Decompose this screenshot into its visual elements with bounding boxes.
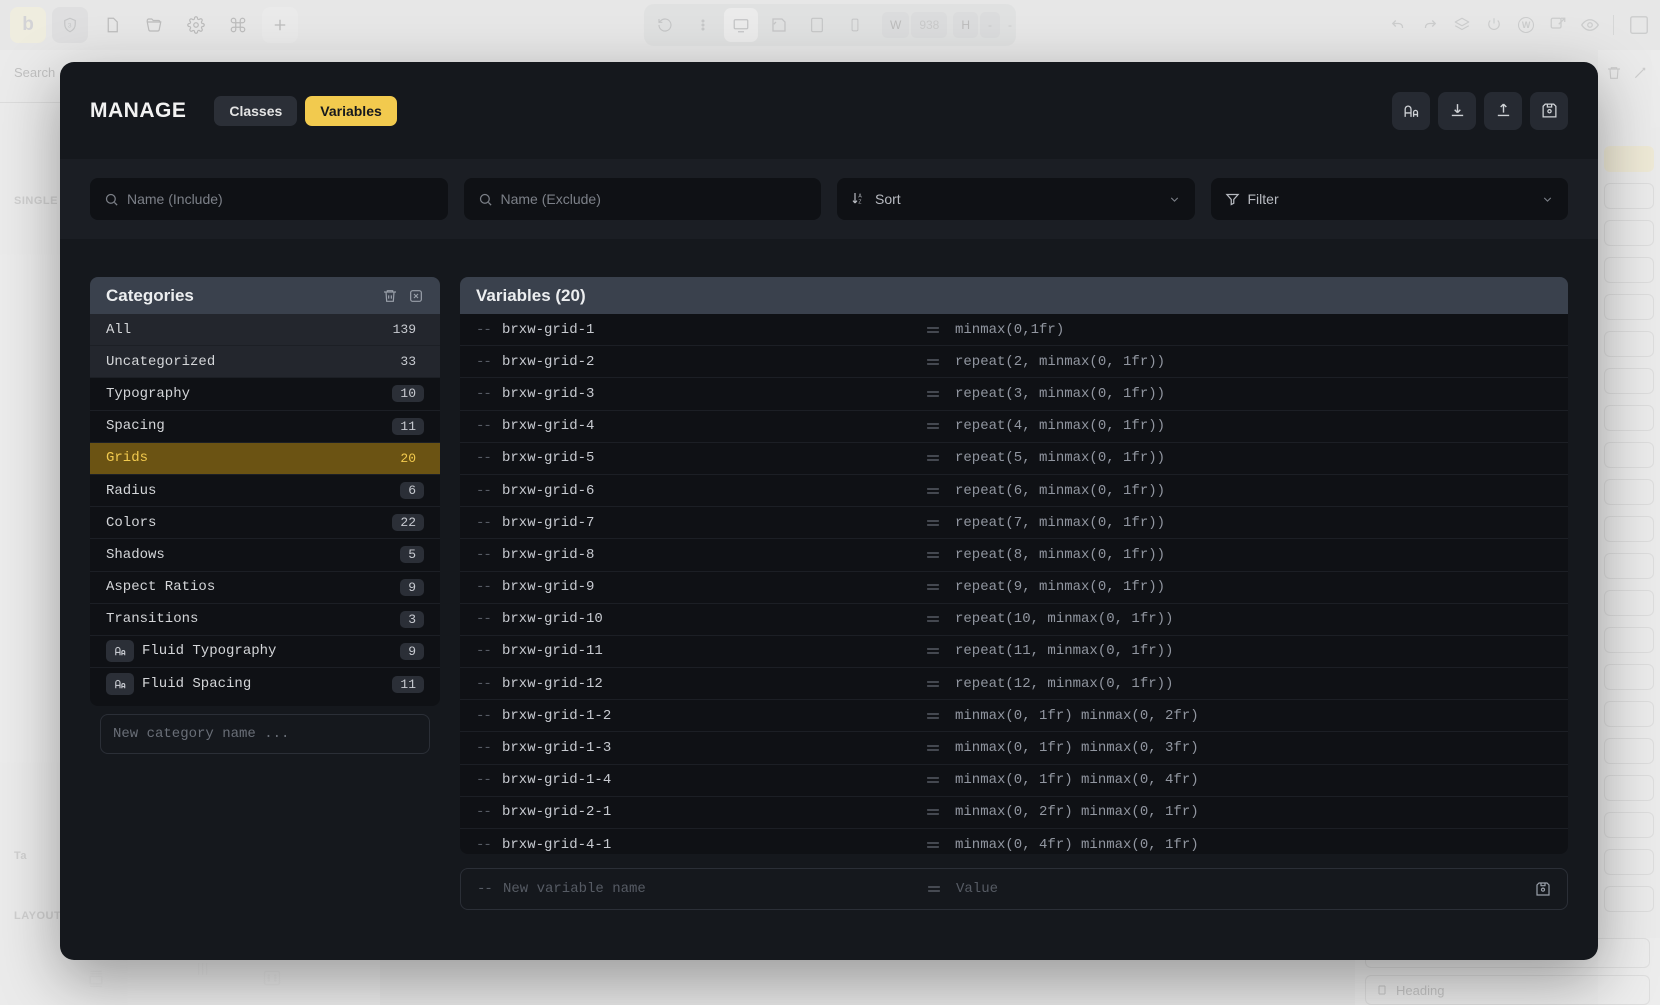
svg-text:3: 3 — [68, 22, 72, 29]
svg-text:A: A — [858, 194, 862, 200]
svg-text:Z: Z — [858, 200, 861, 206]
svg-text:W: W — [1522, 20, 1531, 30]
